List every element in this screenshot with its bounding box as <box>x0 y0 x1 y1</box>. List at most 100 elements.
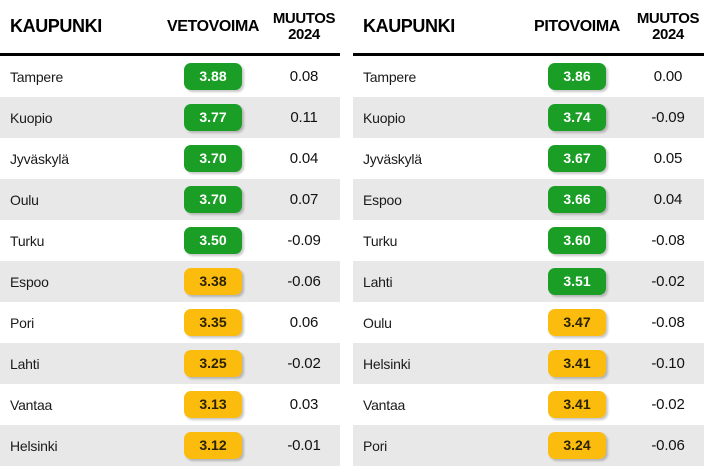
column-header-city: KAUPUNKI <box>10 16 102 36</box>
table-row: Vantaa 3.41 -0.02 <box>353 384 704 425</box>
score-badge: 3.60 <box>548 227 606 254</box>
score-badge: 3.67 <box>548 145 606 172</box>
score-badge: 3.41 <box>548 391 606 418</box>
score-badge: 3.51 <box>548 268 606 295</box>
change-value: 0.00 <box>653 68 683 85</box>
table-row: Oulu 3.47 -0.08 <box>353 302 704 343</box>
score-cell: 3.60 <box>522 227 632 254</box>
change-value: -0.09 <box>651 109 685 126</box>
city-label: Tampere <box>363 68 417 85</box>
change-value: 0.08 <box>289 68 319 85</box>
table-row: Vantaa 3.13 0.03 <box>0 384 340 425</box>
vetovoima-rows: Tampere 3.88 0.08 Kuopio 3.77 0.11 Jyväskylä 3.… <box>0 56 340 466</box>
table-row: Jyväskylä 3.70 0.04 <box>0 138 340 179</box>
score-badge: 3.70 <box>184 145 242 172</box>
city-label: Turku <box>363 232 398 249</box>
change-value: -0.02 <box>651 273 685 290</box>
score-badge: 3.41 <box>548 350 606 377</box>
city-label: Turku <box>10 232 45 249</box>
table-row: Espoo 3.38 -0.06 <box>0 261 340 302</box>
change-value: -0.02 <box>651 396 685 413</box>
city-label: Pori <box>10 314 35 331</box>
column-header-muutos: MUUTOS 2024 <box>632 9 704 43</box>
change-value: -0.06 <box>651 437 685 454</box>
city-label: Espoo <box>363 191 402 208</box>
table-row: Turku 3.60 -0.08 <box>353 220 704 261</box>
score-badge: 3.66 <box>548 186 606 213</box>
table-row: Pori 3.24 -0.06 <box>353 425 704 466</box>
column-header-muutos-line2: 2024 <box>288 25 320 43</box>
score-badge: 3.74 <box>548 104 606 131</box>
city-label: Vantaa <box>363 396 406 413</box>
score-cell: 3.77 <box>158 104 268 131</box>
score-cell: 3.51 <box>522 268 632 295</box>
change-value: 0.03 <box>289 396 319 413</box>
score-cell: 3.50 <box>158 227 268 254</box>
score-cell: 3.74 <box>522 104 632 131</box>
city-label: Kuopio <box>10 109 53 126</box>
change-value: 0.06 <box>289 314 319 331</box>
table-row: Kuopio 3.77 0.11 <box>0 97 340 138</box>
table-row: Tampere 3.86 0.00 <box>353 56 704 97</box>
table-row: Oulu 3.70 0.07 <box>0 179 340 220</box>
score-cell: 3.24 <box>522 432 632 459</box>
change-value: -0.09 <box>287 232 321 249</box>
change-value: -0.08 <box>651 314 685 331</box>
pitovoima-table: KAUPUNKI PITOVOIMA MUUTOS 2024 Tampere 3.… <box>353 0 704 473</box>
column-header-muutos: MUUTOS 2024 <box>268 9 340 43</box>
score-cell: 3.88 <box>158 63 268 90</box>
city-label: Jyväskylä <box>363 150 422 167</box>
score-cell: 3.38 <box>158 268 268 295</box>
city-label: Vantaa <box>10 396 53 413</box>
city-label: Espoo <box>10 273 49 290</box>
score-badge: 3.88 <box>184 63 242 90</box>
score-badge: 3.47 <box>548 309 606 336</box>
score-badge: 3.77 <box>184 104 242 131</box>
score-cell: 3.66 <box>522 186 632 213</box>
score-cell: 3.35 <box>158 309 268 336</box>
city-label: Kuopio <box>363 109 406 126</box>
city-label: Helsinki <box>363 355 411 372</box>
score-badge: 3.86 <box>548 63 606 90</box>
change-value: 0.07 <box>289 191 319 208</box>
change-value: -0.01 <box>287 437 321 454</box>
city-label: Oulu <box>10 191 39 208</box>
city-label: Helsinki <box>10 437 58 454</box>
score-badge: 3.25 <box>184 350 242 377</box>
pitovoima-table-header: KAUPUNKI PITOVOIMA MUUTOS 2024 <box>353 0 704 56</box>
score-cell: 3.25 <box>158 350 268 377</box>
vetovoima-table-header: KAUPUNKI VETOVOIMA MUUTOS 2024 <box>0 0 340 56</box>
table-row: Helsinki 3.12 -0.01 <box>0 425 340 466</box>
score-badge: 3.38 <box>184 268 242 295</box>
change-value: -0.06 <box>287 273 321 290</box>
score-cell: 3.12 <box>158 432 268 459</box>
change-value: -0.08 <box>651 232 685 249</box>
table-row: Espoo 3.66 0.04 <box>353 179 704 220</box>
change-value: 0.05 <box>653 150 683 167</box>
column-header-muutos-line1: MUUTOS <box>272 9 336 27</box>
city-label: Oulu <box>363 314 392 331</box>
change-value: -0.10 <box>651 355 685 372</box>
table-row: Jyväskylä 3.67 0.05 <box>353 138 704 179</box>
score-badge: 3.35 <box>184 309 242 336</box>
table-row: Pori 3.35 0.06 <box>0 302 340 343</box>
score-cell: 3.67 <box>522 145 632 172</box>
column-header-muutos-line2: 2024 <box>652 25 684 43</box>
score-cell: 3.41 <box>522 391 632 418</box>
change-value: 0.04 <box>653 191 683 208</box>
table-row: Lahti 3.51 -0.02 <box>353 261 704 302</box>
score-cell: 3.41 <box>522 350 632 377</box>
city-label: Pori <box>363 437 388 454</box>
city-label: Jyväskylä <box>10 150 69 167</box>
table-row: Kuopio 3.74 -0.09 <box>353 97 704 138</box>
score-badge: 3.50 <box>184 227 242 254</box>
column-header-pitovoima: PITOVOIMA <box>534 17 620 35</box>
column-header-muutos-line1: MUUTOS <box>636 9 700 27</box>
table-row: Helsinki 3.41 -0.10 <box>353 343 704 384</box>
column-header-city: KAUPUNKI <box>363 16 455 36</box>
change-value: 0.11 <box>290 109 318 126</box>
city-label: Lahti <box>10 355 40 372</box>
change-value: -0.02 <box>287 355 321 372</box>
score-badge: 3.70 <box>184 186 242 213</box>
